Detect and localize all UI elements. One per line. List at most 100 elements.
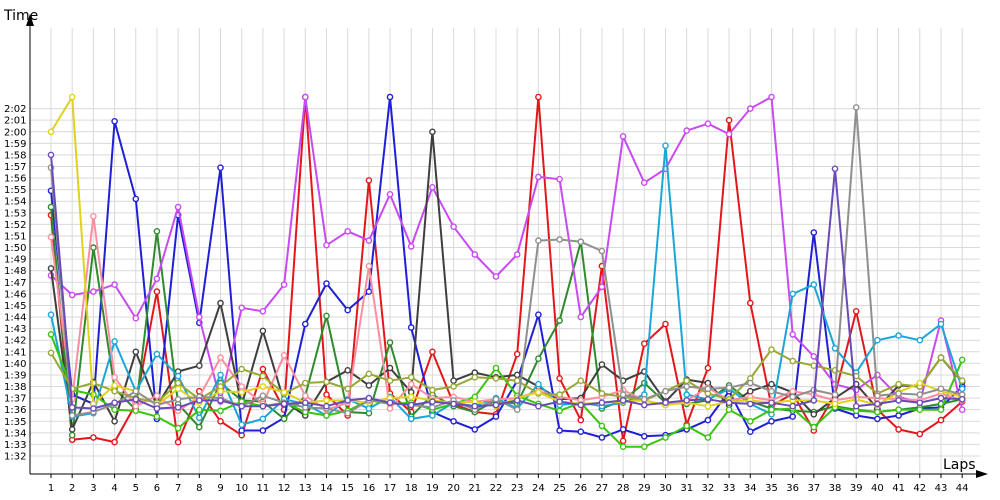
data-point (386, 93, 394, 101)
data-point (471, 426, 479, 433)
y-tick-label: 1:44 (4, 313, 26, 324)
data-point (768, 346, 775, 353)
data-point (174, 395, 182, 403)
data-point (577, 401, 585, 409)
data-point (852, 402, 860, 410)
data-point (47, 128, 55, 136)
data-point (810, 423, 818, 431)
data-point (704, 402, 712, 410)
data-point (471, 251, 479, 258)
data-point (831, 165, 839, 173)
y-tick-label: 1:52 (4, 220, 26, 231)
data-point (916, 399, 924, 407)
data-point (195, 313, 203, 321)
data-point (768, 387, 775, 395)
data-point (958, 356, 966, 364)
data-point (577, 416, 585, 424)
data-point (619, 133, 627, 140)
data-point (323, 402, 330, 410)
data-point (407, 401, 415, 409)
data-point (280, 351, 288, 359)
data-point (492, 364, 500, 372)
data-point (259, 427, 267, 434)
data-point (429, 128, 436, 136)
data-point (90, 244, 97, 251)
data-point (259, 402, 267, 410)
data-point (153, 405, 161, 412)
x-tick-label: 43 (935, 483, 948, 494)
data-point (789, 290, 797, 298)
data-point (323, 378, 330, 386)
data-point (195, 362, 203, 370)
data-point (937, 320, 945, 328)
data-point (407, 373, 415, 381)
x-tick-label: 25 (553, 483, 566, 494)
data-point (852, 307, 860, 315)
data-point (195, 423, 203, 431)
data-point (556, 175, 563, 183)
data-point (874, 408, 881, 416)
data-point (492, 395, 500, 403)
data-point (280, 281, 288, 288)
x-tick-label: 40 (871, 483, 884, 494)
y-tick-label: 1:33 (4, 440, 26, 451)
data-point (174, 385, 182, 393)
data-point (344, 397, 352, 404)
data-point (513, 397, 521, 404)
x-tick-label: 16 (362, 483, 375, 494)
data-point (344, 366, 352, 374)
axes: Time Laps (3, 8, 988, 478)
data-point (47, 233, 55, 241)
data-point (937, 394, 945, 402)
x-tick-label: 26 (574, 483, 587, 494)
data-point (747, 379, 754, 387)
data-point (958, 395, 966, 403)
data-point (238, 427, 245, 434)
data-point (535, 237, 542, 244)
data-point (641, 179, 648, 186)
data-point (535, 355, 542, 363)
data-point (831, 391, 839, 398)
data-point (301, 379, 309, 387)
data-point (810, 362, 818, 370)
data-point (958, 406, 966, 414)
data-point (323, 397, 330, 404)
data-point (344, 306, 352, 314)
data-point (747, 400, 754, 408)
y-tick-label: 1:54 (4, 197, 26, 208)
data-point (556, 236, 563, 243)
data-point (937, 416, 945, 424)
y-tick-label: 1:34 (4, 428, 26, 439)
data-point (429, 404, 436, 411)
data-point (153, 413, 161, 420)
series-lines (47, 93, 966, 451)
data-point (301, 392, 309, 400)
y-tick-label: 1:51 (4, 231, 26, 242)
data-point (895, 426, 902, 433)
series-line (50, 106, 963, 417)
x-tick-label: 37 (807, 483, 820, 494)
data-point (47, 265, 55, 272)
y-tick-label: 1:47 (4, 278, 26, 289)
y-tick-label: 1:57 (4, 162, 26, 173)
data-point (747, 428, 754, 436)
x-tick-label: 4 (111, 483, 117, 494)
data-point (111, 406, 118, 414)
data-point (662, 399, 669, 407)
x-tick-label: 17 (384, 483, 397, 494)
x-tick-label: 6 (154, 483, 160, 494)
data-point (217, 407, 224, 415)
data-point (513, 371, 521, 379)
data-point (895, 332, 902, 339)
data-point (174, 404, 182, 411)
data-point (641, 340, 648, 348)
data-point (598, 361, 606, 368)
data-point (535, 311, 542, 319)
y-tick-label: 1:45 (4, 301, 26, 312)
data-point (386, 399, 394, 407)
series-line (50, 215, 963, 412)
data-point (407, 380, 415, 388)
data-point (153, 275, 161, 283)
data-point (153, 288, 161, 295)
y-tick-label: 1:39 (4, 370, 26, 381)
